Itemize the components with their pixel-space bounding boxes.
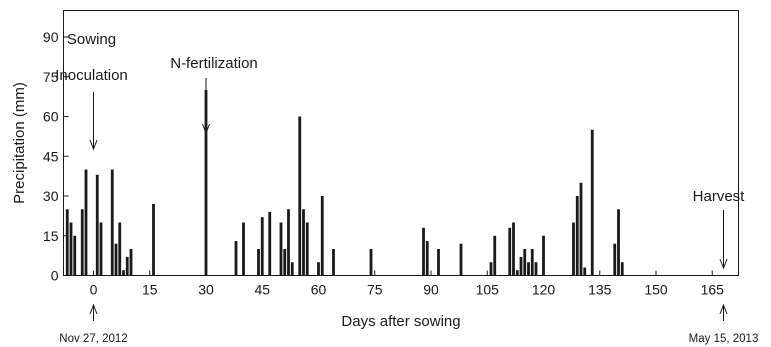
precip-bar	[317, 262, 320, 276]
precip-bar	[80, 209, 84, 276]
precip-bar	[204, 90, 208, 276]
precip-bar	[84, 169, 88, 276]
precip-bar	[534, 262, 538, 276]
precip-bar	[489, 262, 493, 276]
annotation-inoculation: Inoculation	[55, 67, 128, 84]
precip-bar	[122, 270, 125, 276]
precip-bar	[369, 249, 373, 276]
precip-bar	[99, 222, 103, 276]
precip-bar	[302, 209, 305, 276]
precip-bar	[425, 241, 429, 276]
precip-bar	[459, 243, 463, 276]
precip-bar	[95, 174, 99, 276]
annotation-sowing: Sowing	[67, 31, 116, 48]
precip-bar	[242, 222, 245, 276]
x-tick-label: 60	[311, 282, 327, 298]
precip-bar	[508, 227, 512, 276]
precip-bar	[620, 262, 624, 276]
precip-bar	[320, 196, 324, 276]
precip-bar	[260, 217, 264, 276]
precip-bar	[290, 262, 294, 276]
n-fertilization-arrow-head	[202, 123, 210, 135]
y-tick-label: 0	[51, 268, 59, 284]
precip-bar	[542, 235, 545, 276]
x-tick-label: 90	[423, 282, 439, 298]
precip-bar	[527, 262, 530, 276]
precip-bar	[118, 222, 122, 276]
start-date-label: Nov 27, 2012	[59, 333, 127, 345]
x-axis-label: Days after sowing	[341, 313, 460, 330]
y-tick-label: 15	[43, 228, 59, 244]
precip-bar	[515, 270, 519, 276]
precip-bar	[279, 222, 283, 276]
precip-bar	[305, 222, 309, 276]
y-axis-label: Precipitation (mm)	[11, 82, 28, 204]
precip-bar	[332, 249, 335, 276]
annotations: Sowing Inoculation N-fertilization Harvest N…	[55, 31, 758, 345]
precip-bar	[152, 203, 155, 276]
precip-bar	[69, 222, 73, 276]
x-tick-label: 15	[142, 282, 158, 298]
bars	[65, 90, 624, 276]
y-axis: 0 15 30 45 60 75 90	[43, 29, 69, 284]
end-date-label: May 15, 2013	[689, 333, 759, 345]
annotation-n-fertilization: N-fertilization	[170, 55, 258, 72]
x-tick-label: 120	[532, 282, 556, 298]
x-tick-label: 45	[254, 282, 270, 298]
x-tick-label: 0	[90, 282, 98, 298]
x-tick-label: 75	[367, 282, 383, 298]
precip-bar	[110, 169, 114, 276]
precip-bar	[579, 182, 583, 276]
sowing-arrow-head	[89, 139, 98, 151]
precip-bar	[268, 211, 272, 276]
precip-bar	[234, 241, 238, 276]
y-tick-label: 60	[43, 109, 59, 125]
precip-bar	[613, 243, 617, 276]
x-tick-label: 150	[644, 282, 668, 298]
x-tick-label: 105	[476, 282, 500, 298]
precip-bar	[583, 267, 587, 276]
precip-bar	[73, 235, 77, 276]
y-tick-label: 30	[43, 188, 59, 204]
annotation-harvest: Harvest	[693, 188, 746, 205]
precip-bar	[530, 249, 534, 276]
precip-bar	[437, 249, 440, 276]
precip-bar	[65, 209, 69, 276]
precip-bar	[572, 222, 575, 276]
precip-bar	[523, 249, 527, 276]
precip-bar	[590, 129, 594, 276]
precip-bar	[129, 249, 133, 276]
precip-bar	[283, 249, 287, 276]
x-axis: 0 15 30 45 60 75 90 105 120 135 150 165	[90, 270, 725, 298]
precip-bar	[257, 249, 260, 276]
x-tick-label: 30	[198, 282, 214, 298]
precip-bar	[512, 222, 515, 276]
precip-bar	[422, 227, 425, 276]
plot-frame	[63, 10, 739, 276]
precip-bar	[575, 196, 579, 276]
harvest-arrow-head	[719, 258, 728, 270]
x-tick-label: 135	[588, 282, 612, 298]
x-tick-label: 165	[701, 282, 725, 298]
end-date-arrow-head	[719, 303, 728, 315]
precip-bar	[298, 116, 302, 276]
precip-bar	[617, 209, 620, 276]
precip-bar	[287, 209, 290, 276]
y-tick-label: 45	[43, 148, 59, 164]
y-tick-label: 75	[43, 69, 59, 85]
precip-bar	[519, 256, 523, 276]
precip-bar	[125, 256, 129, 276]
precip-bar	[493, 235, 497, 276]
y-tick-label: 90	[43, 29, 59, 45]
precip-bar	[114, 243, 118, 276]
start-date-arrow-head	[89, 303, 98, 315]
